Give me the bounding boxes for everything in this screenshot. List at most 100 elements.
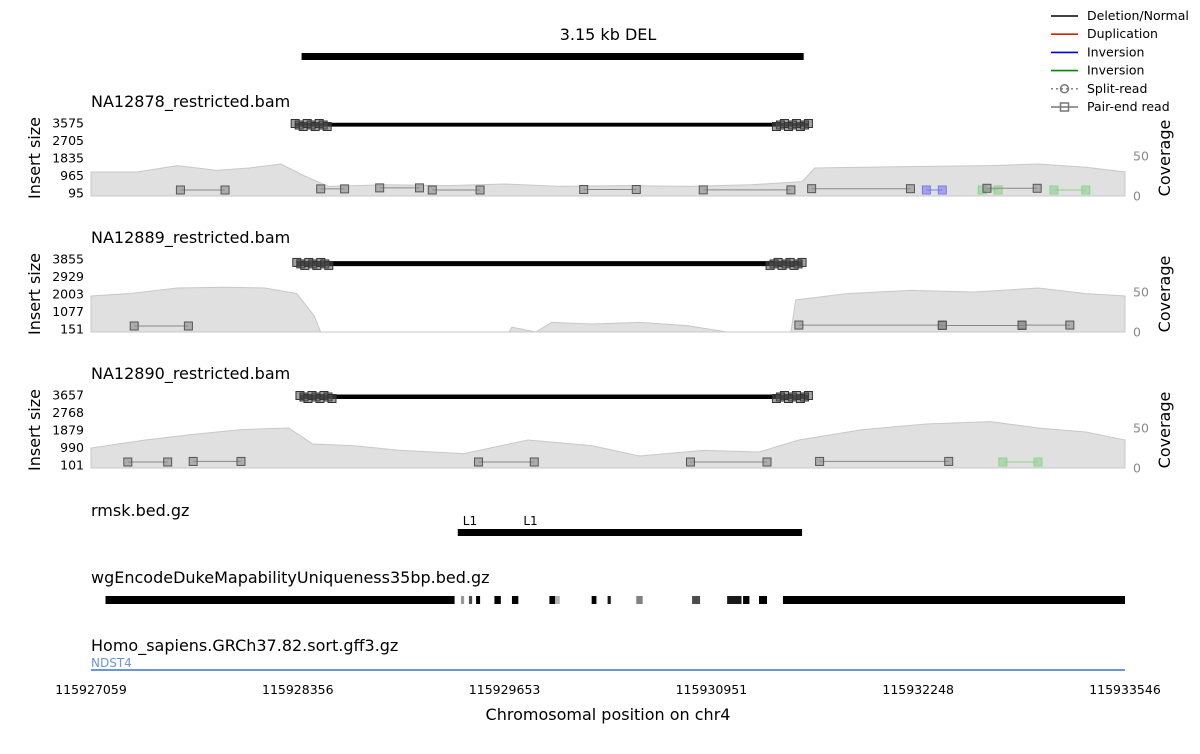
rmsk-element-bar	[457, 529, 803, 536]
legend-label: Duplication	[1087, 26, 1158, 41]
pair-end-read-marker	[415, 183, 425, 193]
y-tick-label: 1879	[52, 423, 84, 438]
legend-item: Inversion	[1051, 44, 1144, 59]
y-tick-label: 3855	[52, 252, 84, 267]
split-read-marker	[327, 394, 337, 403]
legend-item: Split-read	[1051, 81, 1147, 96]
mapability-segment	[636, 596, 643, 604]
y-axis-label: Insert size	[25, 253, 44, 335]
pair-end-read-marker	[807, 184, 817, 194]
sample-title: NA12889_restricted.bam	[91, 228, 290, 248]
split-read-marker	[771, 122, 781, 131]
mapability-segment	[692, 596, 701, 604]
pair-end-read-marker	[815, 456, 825, 466]
mapability-segment	[591, 596, 597, 604]
y-tick-label: 2768	[52, 405, 84, 420]
pair-end-read-marker	[905, 184, 915, 194]
y-tick-label: 990	[60, 440, 84, 455]
pair-end-read-marker	[475, 185, 485, 195]
mapability-segment	[549, 596, 556, 604]
variant-bar	[301, 53, 804, 60]
x-tick-label: 115932248	[882, 682, 954, 697]
pair-end-read-marker	[375, 183, 385, 193]
pair-end-read-marker	[631, 184, 641, 194]
pair-end-read-marker	[183, 321, 193, 331]
legend-label: Pair-end read	[1087, 99, 1170, 114]
pair-end-read-marker	[982, 183, 992, 193]
pair-end-read-marker	[786, 185, 796, 195]
pair-end-read-marker	[129, 321, 139, 331]
pair-end-read-marker	[1017, 320, 1027, 330]
mapability-segment	[511, 596, 519, 604]
y-tick-label: 101	[60, 458, 84, 473]
legend-item: Duplication	[1051, 26, 1158, 41]
sample-track: NA12878_restricted.bam 3575 2705 1835 965 95 I…	[25, 92, 1174, 204]
pair-end-read-marker	[188, 456, 198, 466]
legend-item: Deletion/Normal	[1051, 8, 1189, 23]
rmsk-element-label: L1	[523, 514, 537, 528]
coverage-area	[90, 163, 1126, 197]
pair-end-read-marker	[1049, 185, 1059, 195]
mapability-segment	[782, 596, 1125, 604]
sample-track: NA12889_restricted.bam 3855 2929 2003 1077 15…	[25, 228, 1174, 340]
legend-label: Deletion/Normal	[1087, 8, 1189, 23]
pair-end-read-marker	[921, 185, 931, 195]
mapability-segment	[476, 596, 481, 604]
coverage-area	[90, 421, 1126, 469]
mapability-segment	[105, 596, 455, 604]
y-tick-label: 3657	[52, 388, 84, 403]
mapability-segment	[727, 596, 742, 604]
rmsk-element-label: L1	[463, 514, 477, 528]
x-tick-label: 115928356	[262, 682, 334, 697]
pair-end-read-marker	[794, 320, 804, 330]
gene-track-title: Homo_sapiens.GRCh37.82.sort.gff3.gz	[91, 636, 398, 656]
split-read-marker	[322, 122, 332, 131]
pair-end-read-marker	[340, 184, 350, 194]
mapability-segment	[468, 596, 473, 604]
split-read-marker	[324, 260, 334, 270]
mapability-track-title: wgEncodeDukeMapabilityUniqueness35bp.bed…	[91, 568, 490, 587]
x-axis: Chromosomal position on chr4 115927059 11…	[55, 682, 1161, 724]
mapability-segment	[759, 596, 767, 604]
pair-end-read-marker	[579, 184, 589, 194]
y-tick-label: 2705	[52, 133, 84, 148]
x-tick-label: 115933546	[1089, 682, 1161, 697]
legend: Deletion/Normal Duplication Inversion Inver…	[1051, 8, 1189, 114]
coverage-tick-label: 50	[1133, 285, 1149, 300]
coverage-area	[90, 286, 1126, 333]
legend-item: Inversion	[1051, 63, 1144, 78]
coverage-tick-label: 0	[1133, 325, 1141, 340]
pair-end-read-marker	[998, 457, 1008, 467]
pair-end-read-marker	[175, 185, 185, 195]
pair-end-read-marker	[1081, 185, 1091, 195]
pair-end-read-marker	[698, 185, 708, 195]
y-tick-label: 3575	[52, 116, 84, 131]
pair-end-read-marker	[993, 185, 1003, 195]
pair-end-read-marker	[685, 457, 695, 467]
pair-end-read-marker	[473, 457, 483, 467]
pair-end-read-marker	[1065, 320, 1075, 330]
pair-end-read-marker	[529, 457, 539, 467]
y-axis-label: Insert size	[25, 117, 44, 199]
pair-end-read-marker	[944, 456, 954, 466]
mapability-segment	[743, 596, 750, 604]
pair-end-read-marker	[1032, 183, 1042, 193]
coverage-axis-label: Coverage	[1155, 120, 1174, 197]
coverage-axis-label: Coverage	[1155, 256, 1174, 333]
pair-end-read-marker	[220, 185, 230, 195]
legend-label: Inversion	[1087, 44, 1144, 59]
legend-label: Inversion	[1087, 63, 1144, 78]
y-tick-label: 2929	[52, 269, 84, 284]
y-tick-label: 1835	[52, 151, 84, 166]
pair-end-read-marker	[937, 185, 947, 195]
coverage-tick-label: 0	[1133, 461, 1141, 476]
pair-end-read-marker	[1033, 457, 1043, 467]
gene-label: NDST4	[91, 656, 132, 670]
variant-track: 3.15 kb DEL	[301, 25, 804, 60]
split-read-marker	[765, 260, 775, 270]
legend-item: Pair-end read	[1051, 99, 1170, 114]
x-tick-label: 115929653	[469, 682, 541, 697]
y-tick-label: 95	[68, 186, 84, 201]
mapability-segment	[555, 596, 560, 604]
pair-end-read-marker	[937, 320, 947, 330]
